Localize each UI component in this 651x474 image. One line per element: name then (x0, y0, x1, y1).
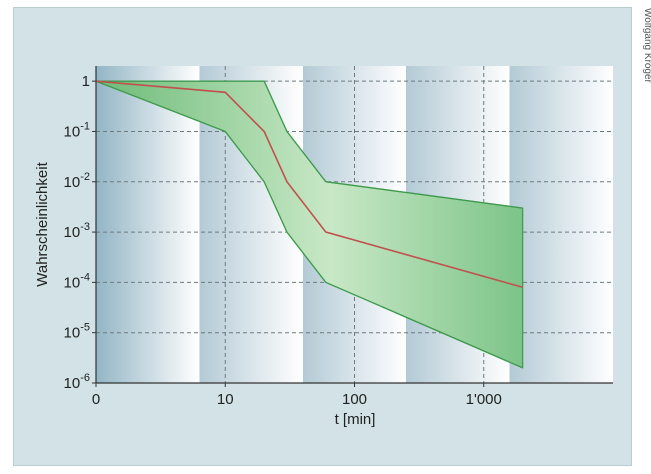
y-axis-title: Wahrscheinlichkeit (34, 161, 51, 286)
y-tick-label: 10-6 (64, 372, 90, 392)
upper-bound-line (96, 80, 523, 209)
median-line (95, 80, 523, 289)
x-tick-label: 1'000 (466, 391, 502, 408)
y-tick-label: 10-4 (64, 271, 90, 291)
lower-bound-line (95, 80, 523, 369)
x-tick-label: 100 (342, 391, 367, 408)
y-tick-label: 1 (82, 73, 90, 90)
x-axis-title: t [min] (335, 411, 376, 428)
y-tick-label: 10-5 (64, 322, 90, 342)
y-tick-label: 10-1 (64, 120, 90, 140)
x-tick-label: 0 (92, 391, 100, 408)
credit-text: Wolfgang Kröger (642, 8, 651, 83)
y-tick-label: 10-3 (64, 221, 90, 241)
x-tick-label: 10 (217, 391, 234, 408)
y-tick-label: 10-2 (64, 171, 90, 191)
